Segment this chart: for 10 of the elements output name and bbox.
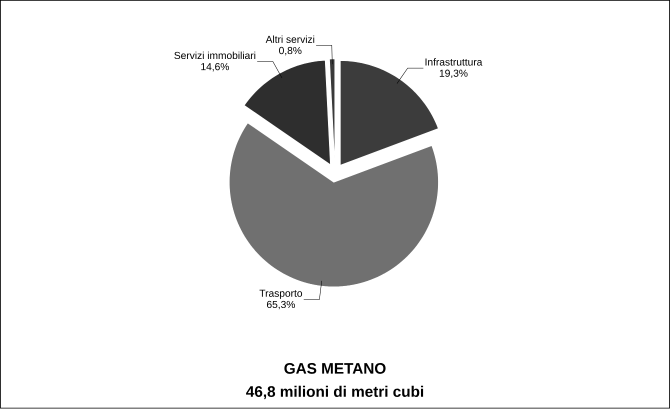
- text: GAS METANO: [284, 363, 386, 374]
- text: 46,8 milioni di metri cubi: [246, 386, 424, 400]
- data-label: 0,8%: [279, 47, 302, 56]
- slice-label: Infrastruttura: [426, 58, 482, 66]
- data-label: 65,3%: [266, 301, 295, 310]
- data-label: 19,3%: [440, 70, 468, 78]
- slice-label: Trasporto: [260, 290, 302, 300]
- slice-label: Servizi immobiliari: [174, 52, 256, 60]
- data-label: 14,6%: [201, 63, 229, 72]
- slice-label: Altri servizi: [266, 36, 314, 44]
